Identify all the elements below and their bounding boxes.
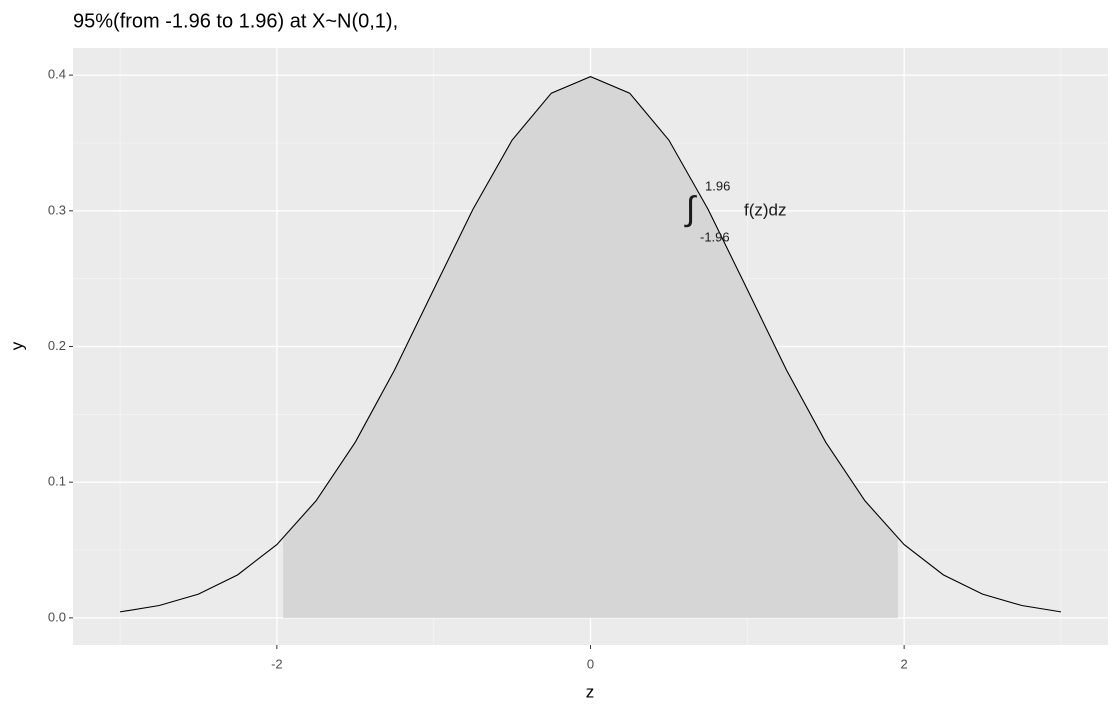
integral-symbol: ∫ [684, 190, 697, 228]
chart-title: 95%(from -1.96 to 1.96) at X~N(0,1), [73, 10, 398, 32]
y-tick-label: 0.4 [48, 67, 66, 82]
lower-limit: -1.96 [700, 229, 730, 244]
density-curve [119, 76, 1062, 613]
y-tick-label: 0.2 [48, 338, 66, 353]
y-tick-label: 0.1 [48, 474, 66, 489]
x-tick-label: 2 [901, 656, 908, 671]
shaded-area [283, 76, 898, 618]
annotation: ∫ 1.96 -1.96 f(z)dz [684, 178, 787, 244]
y-axis-title: y [7, 341, 26, 350]
y-tick-label: 0.0 [48, 609, 66, 624]
upper-limit: 1.96 [705, 178, 730, 193]
integrand: f(z)dz [744, 200, 787, 219]
y-tick-label: 0.3 [48, 202, 66, 217]
marks [119, 76, 1062, 618]
x-axis-title: z [586, 682, 595, 701]
x-tick-label: -2 [271, 656, 283, 671]
x-tick-label: 0 [587, 656, 594, 671]
